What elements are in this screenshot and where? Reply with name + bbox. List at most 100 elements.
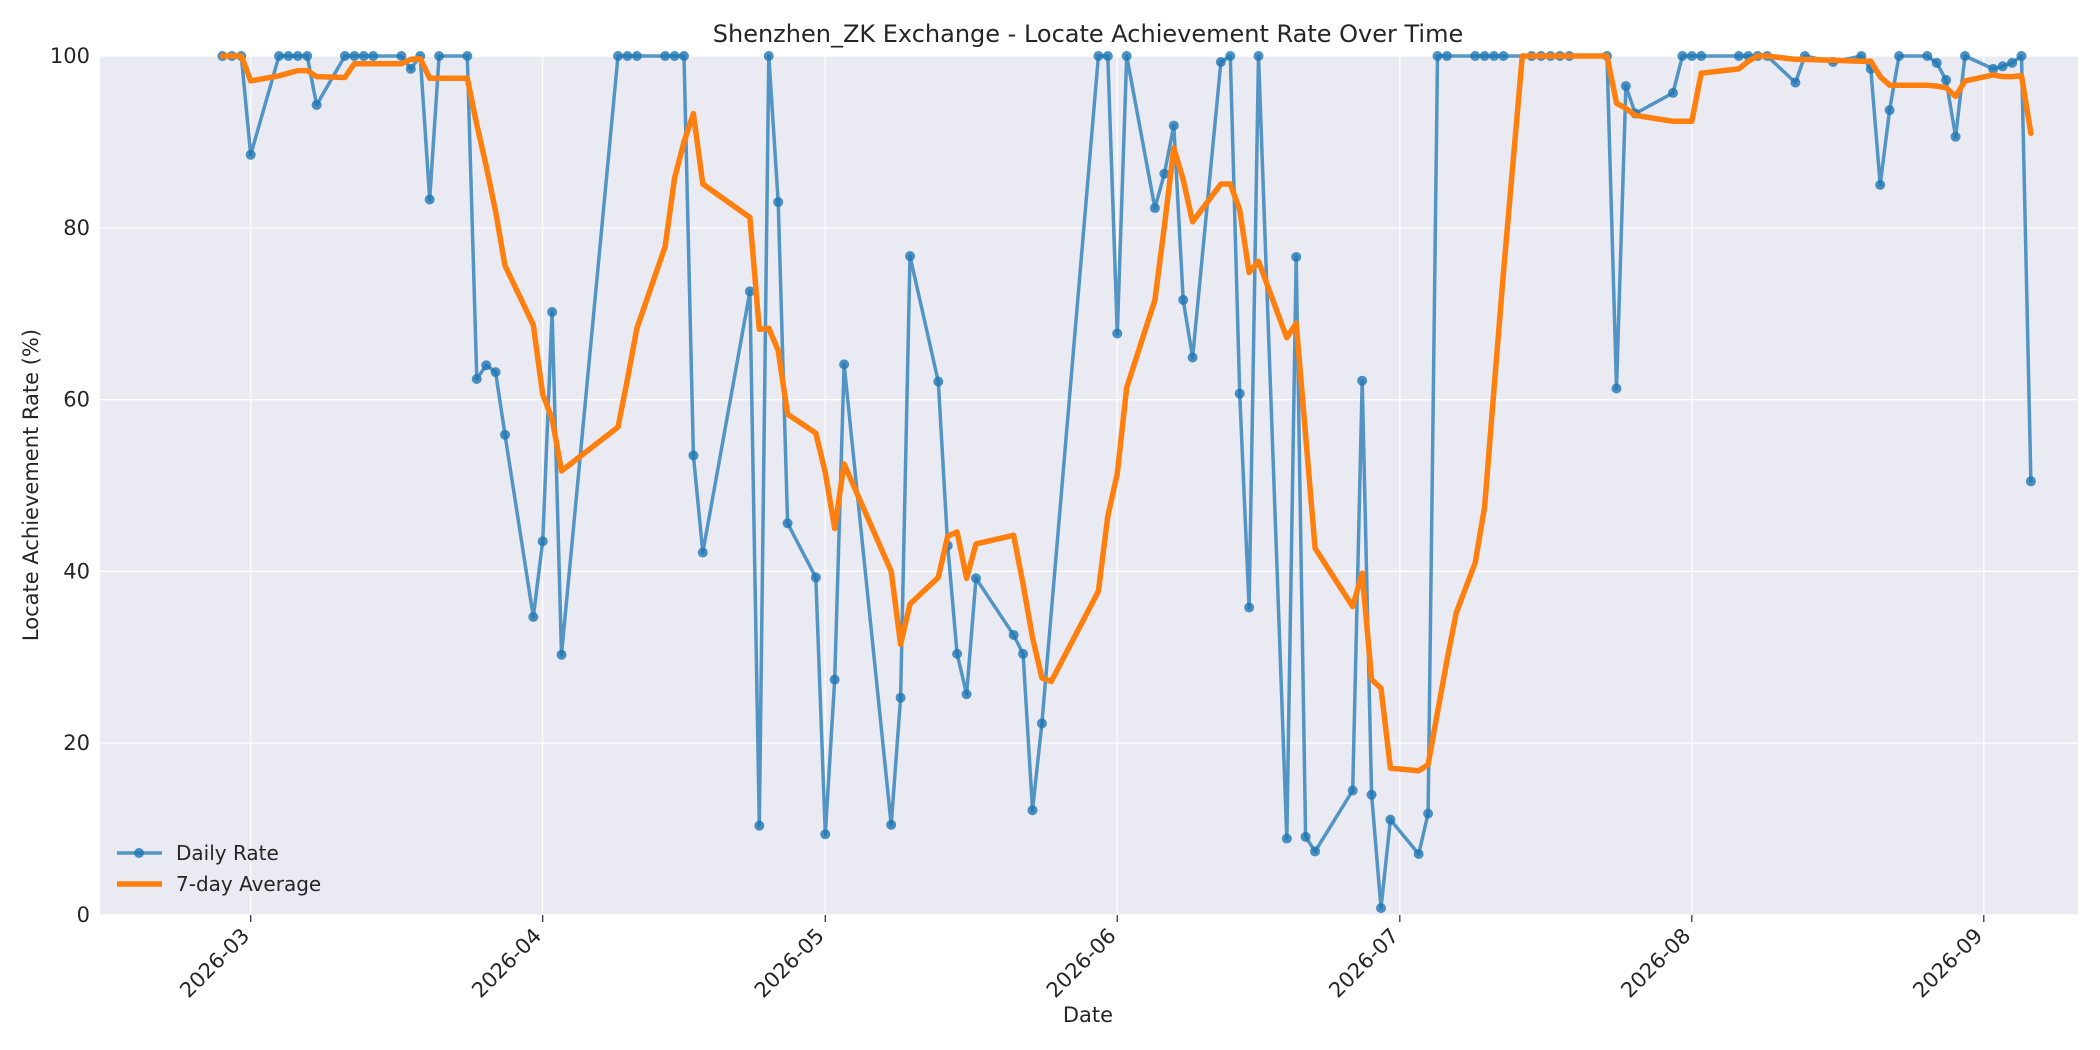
daily-point (2025, 476, 2036, 487)
daily-point (1423, 808, 1434, 819)
daily-point (1997, 61, 2008, 72)
daily-point (245, 149, 256, 160)
daily-point (839, 359, 850, 370)
series-layer (217, 51, 2036, 914)
daily-point (763, 51, 774, 61)
daily-point (1922, 51, 1933, 61)
daily-point (1677, 51, 1688, 61)
daily-point (1611, 383, 1622, 394)
legend: Daily Rate 7-day Average (117, 841, 321, 896)
daily-point (490, 367, 501, 378)
daily-point (1357, 375, 1368, 386)
daily-point (1498, 51, 1509, 61)
daily-point (1300, 831, 1311, 842)
daily-point (961, 689, 972, 700)
daily-point (292, 51, 303, 61)
daily-point (1187, 352, 1198, 363)
daily-point (1149, 203, 1160, 214)
daily-point (1018, 648, 1029, 659)
chart-title: Shenzhen_ZK Exchange - Locate Achievemen… (713, 20, 1464, 48)
daily-point (1620, 81, 1631, 92)
y-tick-label: 100 (50, 44, 90, 68)
daily-point (1159, 168, 1170, 179)
daily-point (1281, 833, 1292, 844)
daily-point (471, 373, 482, 384)
daily-point (1884, 105, 1895, 116)
daily-point (622, 51, 633, 61)
daily-point (1225, 51, 1236, 61)
daily-point (1121, 51, 1132, 61)
daily-point (678, 51, 689, 61)
daily-point (895, 692, 906, 703)
daily-point (1310, 846, 1321, 857)
daily-point (537, 536, 548, 547)
daily-point (810, 572, 821, 583)
daily-point (1036, 718, 1047, 729)
legend-daily-marker (134, 848, 144, 858)
daily-point (556, 649, 567, 660)
daily-point (773, 197, 784, 208)
y-tick-label: 40 (63, 559, 90, 583)
daily-point (302, 51, 313, 61)
daily-point (1366, 789, 1377, 800)
y-tick-label: 80 (63, 216, 90, 240)
daily-point (547, 306, 558, 317)
daily-point (500, 429, 511, 440)
grid-lines (100, 55, 2078, 916)
daily-point (1931, 57, 1942, 68)
daily-point (283, 51, 294, 61)
daily-point (1489, 51, 1500, 61)
daily-point (905, 251, 916, 262)
daily-point (952, 648, 963, 659)
daily-point (1168, 120, 1179, 131)
daily-point (434, 51, 445, 61)
daily-point (311, 99, 322, 110)
daily-point (829, 674, 840, 685)
daily-point (481, 360, 492, 371)
daily-point (1093, 51, 1104, 61)
daily-point (1667, 87, 1678, 98)
daily-point (273, 51, 284, 61)
y-tick-label: 0 (77, 903, 90, 927)
y-tick-label: 20 (63, 731, 90, 755)
daily-point (1178, 294, 1189, 305)
daily-point (1385, 814, 1396, 825)
daily-point (1479, 51, 1490, 61)
daily-point (358, 51, 369, 61)
daily-point (886, 819, 897, 830)
daily-point (462, 51, 473, 61)
x-axis-title: Date (1063, 1003, 1113, 1027)
daily-point (1375, 903, 1386, 914)
daily-point (1215, 57, 1226, 68)
daily-point (970, 573, 981, 584)
daily-point (1441, 51, 1452, 61)
daily-point (1008, 629, 1019, 640)
daily-point (1950, 131, 1961, 142)
daily-point (1470, 51, 1481, 61)
daily-point (1959, 51, 1970, 61)
daily-point (1234, 388, 1245, 399)
daily-point (669, 51, 680, 61)
daily-point (1253, 51, 1264, 61)
daily-point (1988, 63, 1999, 74)
daily-point (1413, 849, 1424, 860)
y-axis-title: Locate Achievement Rate (%) (19, 329, 43, 641)
legend-average-label: 7-day Average (176, 872, 321, 896)
average-line (219, 53, 2034, 774)
daily-point (631, 51, 642, 61)
daily-point (1733, 51, 1744, 61)
daily-point (1291, 252, 1302, 263)
daily-point (697, 547, 708, 558)
daily-point (820, 829, 831, 840)
daily-point (1894, 51, 1905, 61)
daily-point (1875, 179, 1886, 190)
daily-point (688, 450, 699, 461)
daily-point (933, 376, 944, 387)
legend-daily-label: Daily Rate (176, 841, 279, 865)
daily-point (2016, 51, 2027, 61)
daily-point (1112, 328, 1123, 339)
daily-point (1432, 51, 1443, 61)
daily-point (1347, 785, 1358, 796)
